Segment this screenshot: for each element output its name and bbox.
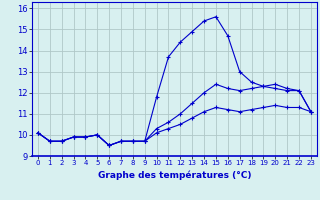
X-axis label: Graphe des températures (°C): Graphe des températures (°C) [98, 170, 251, 180]
